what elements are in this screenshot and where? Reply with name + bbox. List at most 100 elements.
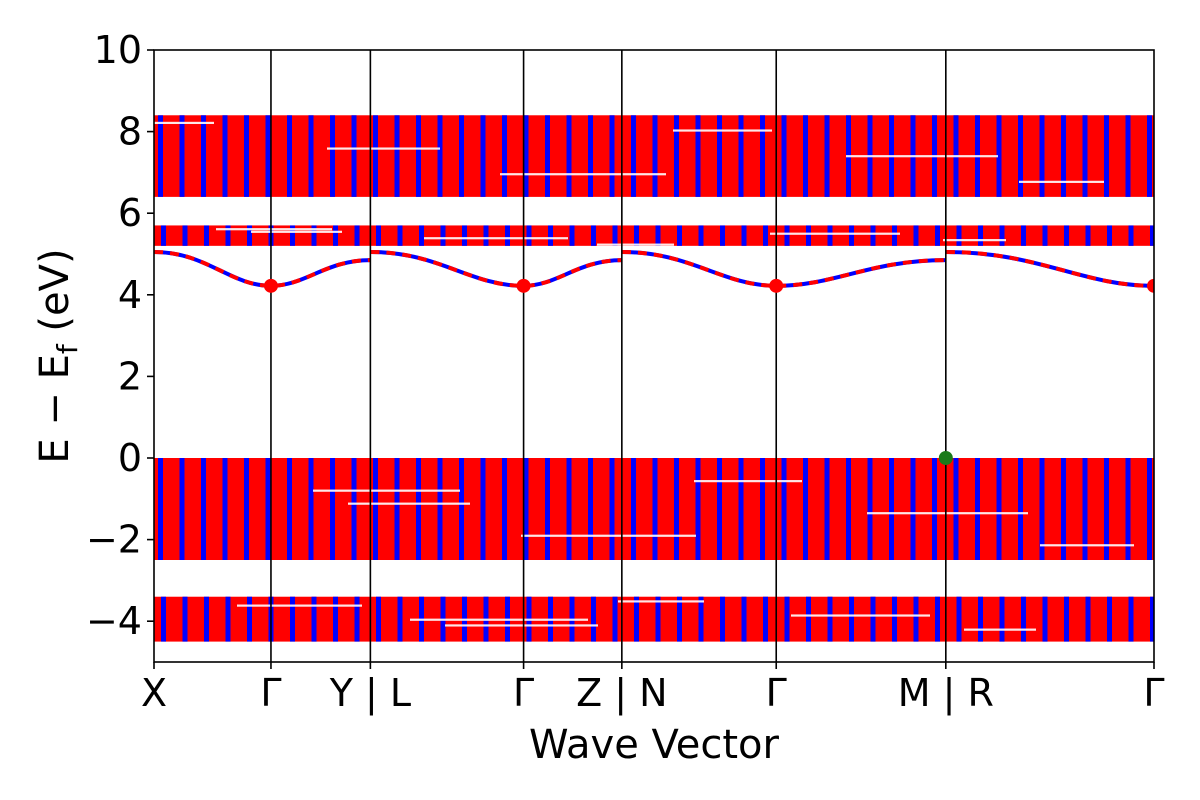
spin-down-stripe (161, 225, 166, 246)
band-gap-streak (694, 480, 802, 483)
spin-down-stripe (655, 596, 661, 642)
spin-down-stripe (376, 596, 381, 642)
spin-down-stripe (870, 596, 876, 642)
spin-down-stripe (505, 225, 510, 246)
spin-down-stripe (674, 458, 679, 560)
band-gap-streak (237, 604, 362, 607)
band-gap-streak (154, 121, 214, 125)
spin-down-stripe (956, 225, 962, 246)
band-gap-streak (327, 147, 440, 150)
spin-down-stripe (806, 596, 811, 642)
spin-down-stripe (483, 225, 489, 246)
band-fill (154, 225, 1154, 246)
spin-down-stripe (459, 115, 464, 197)
cbm-marker (263, 278, 278, 293)
dispersive-band-spin-up (370, 249, 622, 288)
band-gap-streak (521, 534, 696, 537)
band-gap-streak (964, 628, 1036, 631)
band-gap-streak (791, 614, 930, 617)
spin-down-stripe (956, 596, 962, 642)
spin-down-stripe (222, 115, 228, 197)
spin-down-stripe (225, 596, 231, 642)
band-region (154, 596, 1154, 642)
spin-down-stripe (1039, 458, 1045, 560)
spin-down-stripe (612, 596, 618, 642)
spin-down-stripe (265, 115, 271, 197)
spin-down-stripe (741, 225, 747, 246)
cbm-marker (516, 278, 531, 293)
spin-down-stripe (247, 225, 252, 246)
spin-down-stripe (1061, 458, 1066, 560)
spin-down-stripe (588, 458, 593, 560)
spin-down-stripe (351, 115, 357, 197)
spin-down-stripe (204, 225, 209, 246)
band-gap-streak (348, 502, 470, 505)
y-tick-label: 10 (94, 28, 142, 72)
spin-down-stripe (1107, 225, 1112, 246)
spin-down-stripe (204, 596, 209, 642)
spin-down-stripe (459, 458, 464, 560)
spin-down-stripe (827, 225, 833, 246)
band-layer (154, 115, 1154, 642)
band-region (154, 225, 1154, 246)
x-tick-label: M | R (898, 671, 994, 716)
spin-down-stripe (738, 458, 744, 560)
band-gap-streak (251, 230, 342, 233)
extrema-markers (263, 278, 1154, 465)
x-tick-label: Γ (766, 671, 787, 715)
spin-down-stripe (1039, 115, 1045, 197)
spin-down-stripe (849, 596, 854, 642)
spin-down-stripe (222, 458, 228, 560)
spin-down-stripe (330, 115, 335, 197)
spin-down-stripe (609, 458, 615, 560)
plot-frame (153, 49, 1155, 663)
spin-down-stripe (287, 115, 292, 197)
spin-down-stripe (308, 115, 314, 197)
spin-down-stripe (179, 115, 185, 197)
spin-down-stripe (781, 115, 787, 197)
spin-down-stripe (717, 115, 722, 197)
band-gap-streak (1040, 544, 1134, 547)
spin-down-stripe (591, 225, 596, 246)
y-axis-label-unit: (eV) (32, 248, 78, 344)
spin-down-stripe (806, 225, 811, 246)
spin-down-stripe (1042, 225, 1048, 246)
spin-down-stripe (394, 458, 400, 560)
spin-down-stripe (416, 458, 421, 560)
spin-down-stripe (720, 225, 725, 246)
spin-down-stripe (1104, 458, 1109, 560)
spin-down-stripe (932, 458, 937, 560)
band-region (154, 115, 1154, 197)
x-tick-label: Γ (1143, 671, 1164, 715)
spin-down-stripe (376, 225, 381, 246)
spin-down-stripe (545, 458, 550, 560)
spin-down-stripe (698, 225, 704, 246)
spin-down-stripe (330, 458, 335, 560)
spin-down-stripe (889, 458, 894, 560)
spin-down-stripe (803, 458, 808, 560)
spin-down-stripe (265, 458, 271, 560)
x-tick-label: Γ (260, 671, 281, 715)
dispersive-band-spin-up (621, 249, 946, 288)
spin-down-stripe (548, 225, 553, 246)
spin-down-stripe (1107, 596, 1112, 642)
spin-down-stripe (1082, 115, 1088, 197)
cbm-marker (769, 278, 784, 293)
spin-down-stripe (975, 458, 980, 560)
spin-down-stripe (631, 115, 636, 197)
spin-down-stripe (287, 458, 292, 560)
spin-down-stripe (763, 225, 768, 246)
spin-down-stripe (566, 115, 572, 197)
y-axis-label: E − Ef (eV) (32, 248, 84, 463)
spin-down-stripe (996, 115, 1002, 197)
y-tick-label: 4 (118, 273, 142, 317)
spin-down-stripe (760, 115, 765, 197)
spin-down-stripe (781, 458, 787, 560)
spin-down-stripe (1021, 596, 1026, 642)
spin-down-stripe (354, 225, 360, 246)
spin-down-stripe (545, 115, 550, 197)
spin-down-stripe (1064, 225, 1069, 246)
dispersive-band-spin-up (154, 249, 371, 288)
vbm-marker (938, 451, 953, 465)
spin-down-stripe (182, 225, 188, 246)
